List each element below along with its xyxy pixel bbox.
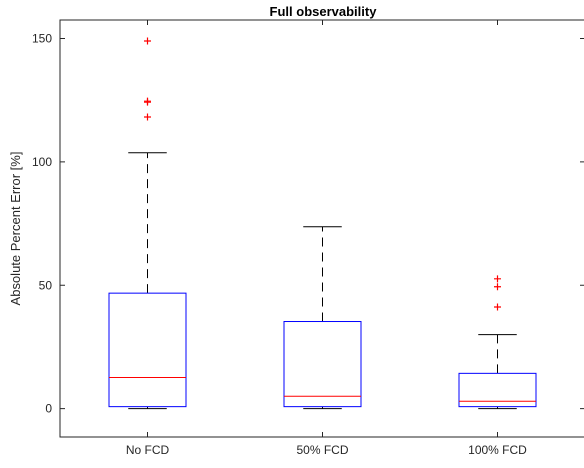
outlier-marker	[144, 97, 151, 105]
outlier-marker	[144, 37, 151, 45]
outlier-marker	[494, 283, 501, 291]
y-tick-label: 150	[32, 32, 52, 46]
y-tick-label: 50	[39, 278, 53, 292]
outlier-marker	[494, 275, 501, 283]
chart-title: Full observability	[270, 4, 378, 19]
outlier-marker	[144, 113, 151, 121]
x-tick-label: 50% FCD	[296, 443, 348, 457]
x-tick-label: No FCD	[126, 443, 170, 457]
outlier-marker	[494, 303, 501, 311]
y-tick-label: 100	[32, 155, 52, 169]
plot-area: 0 50 100 150 No FCD 50% FCD 100% FCD	[32, 19, 584, 457]
y-tick-label: 0	[45, 402, 52, 416]
iqr-box	[458, 372, 537, 408]
y-axis-label: Absolute Percent Error [%]	[8, 152, 23, 306]
iqr-box	[108, 292, 187, 408]
x-tick-label: 100% FCD	[468, 443, 527, 457]
iqr-box	[283, 321, 362, 408]
